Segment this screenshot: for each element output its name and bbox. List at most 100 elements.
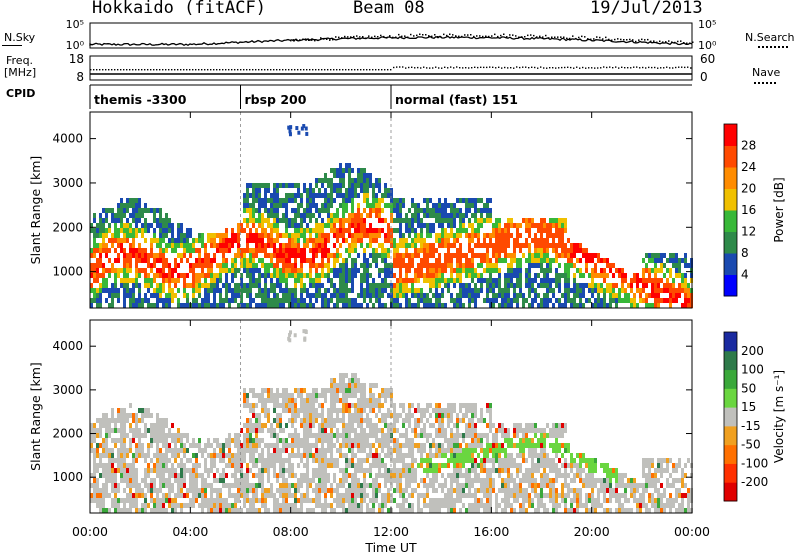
power-cell (408, 278, 411, 283)
power-cell (90, 248, 93, 253)
velocity-cell (357, 468, 360, 473)
power-cell (495, 223, 498, 228)
velocity-cell (291, 413, 294, 418)
nsearch-point (602, 38, 604, 40)
power-cell (246, 188, 249, 193)
power-cell (348, 278, 351, 283)
power-cell (573, 273, 576, 278)
power-cell (399, 223, 402, 228)
velocity-cell (294, 433, 297, 438)
velocity-cell (177, 433, 180, 438)
velocity-cell (300, 503, 303, 508)
beam-label: Beam 08 (353, 0, 425, 18)
velocity-cell (324, 428, 327, 433)
velocity-cell (105, 473, 108, 478)
velocity-cell (180, 473, 183, 478)
power-cell (636, 278, 639, 283)
power-cell (606, 263, 609, 268)
velocity-cell (174, 468, 177, 473)
power-cell (276, 223, 279, 228)
velocity-cell (141, 478, 144, 483)
velocity-cell (237, 438, 240, 443)
velocity-cell (195, 488, 198, 493)
power-cell (183, 233, 186, 238)
velocity-cell (111, 458, 114, 463)
velocity-cell (111, 453, 114, 458)
velocity-cell (351, 488, 354, 493)
velocity-cell (342, 413, 345, 418)
power-cell (366, 283, 369, 288)
velocity-cell (291, 508, 294, 513)
velocity-cell (255, 443, 258, 448)
power-cell (516, 268, 519, 273)
power-cell (597, 288, 600, 293)
power-cell (102, 223, 105, 228)
velocity-cell (312, 398, 315, 403)
power-cell (435, 283, 438, 288)
nave-point (411, 66, 413, 68)
power-cell (105, 288, 108, 293)
velocity-cell (99, 503, 102, 508)
power-cell (135, 278, 138, 283)
power-cell (654, 278, 657, 283)
power-cell (360, 178, 363, 183)
velocity-cell (135, 498, 138, 503)
power-cell (645, 263, 648, 268)
velocity-cell (375, 493, 378, 498)
power-cell (210, 268, 213, 273)
nave-point (687, 66, 689, 68)
power-cell (510, 258, 513, 263)
power-cell (213, 243, 216, 248)
velocity-cell (420, 433, 423, 438)
velocity-cell (318, 413, 321, 418)
velocity-cell (114, 473, 117, 478)
power-cell (135, 263, 138, 268)
velocity-cell (420, 413, 423, 418)
power-cell (513, 283, 516, 288)
velocity-cell (171, 498, 174, 503)
nave-point (282, 69, 284, 71)
power-cell (123, 223, 126, 228)
nsearch-point (314, 39, 316, 42)
power-cell (138, 273, 141, 278)
velocity-cell (90, 438, 93, 443)
velocity-cell (153, 503, 156, 508)
velocity-cell (108, 418, 111, 423)
power-cell (420, 228, 423, 233)
power-cell (441, 263, 444, 268)
velocity-cell (399, 413, 402, 418)
power-cell (285, 193, 288, 198)
velocity-cell (360, 393, 363, 398)
power-cell (408, 263, 411, 268)
power-cell (96, 298, 99, 303)
velocity-cell (405, 453, 408, 458)
power-cell (438, 213, 441, 218)
power-cell (213, 298, 216, 303)
nave-point (690, 67, 692, 69)
power-cell (228, 243, 231, 248)
velocity-cell (408, 448, 411, 453)
power-cell (165, 303, 168, 308)
power-cell (516, 263, 519, 268)
velocity-cell (363, 448, 366, 453)
power-cell (195, 238, 198, 243)
velocity-cell (342, 483, 345, 488)
velocity-cell (318, 488, 321, 493)
power-cell (96, 248, 99, 253)
power-cell (171, 228, 174, 233)
velocity-cell (303, 443, 306, 448)
power-cell (219, 278, 222, 283)
velocity-cell (336, 408, 339, 413)
power-cell (264, 293, 267, 298)
power-cell (354, 218, 357, 223)
power-cell (135, 268, 138, 273)
velocity-cell (345, 428, 348, 433)
power-cell (468, 198, 471, 203)
power-cell (471, 213, 474, 218)
velocity-cell (345, 478, 348, 483)
power-cell (534, 278, 537, 283)
power-cell (318, 188, 321, 193)
velocity-cell (282, 508, 285, 513)
power-cell (222, 298, 225, 303)
power-cell (285, 243, 288, 248)
